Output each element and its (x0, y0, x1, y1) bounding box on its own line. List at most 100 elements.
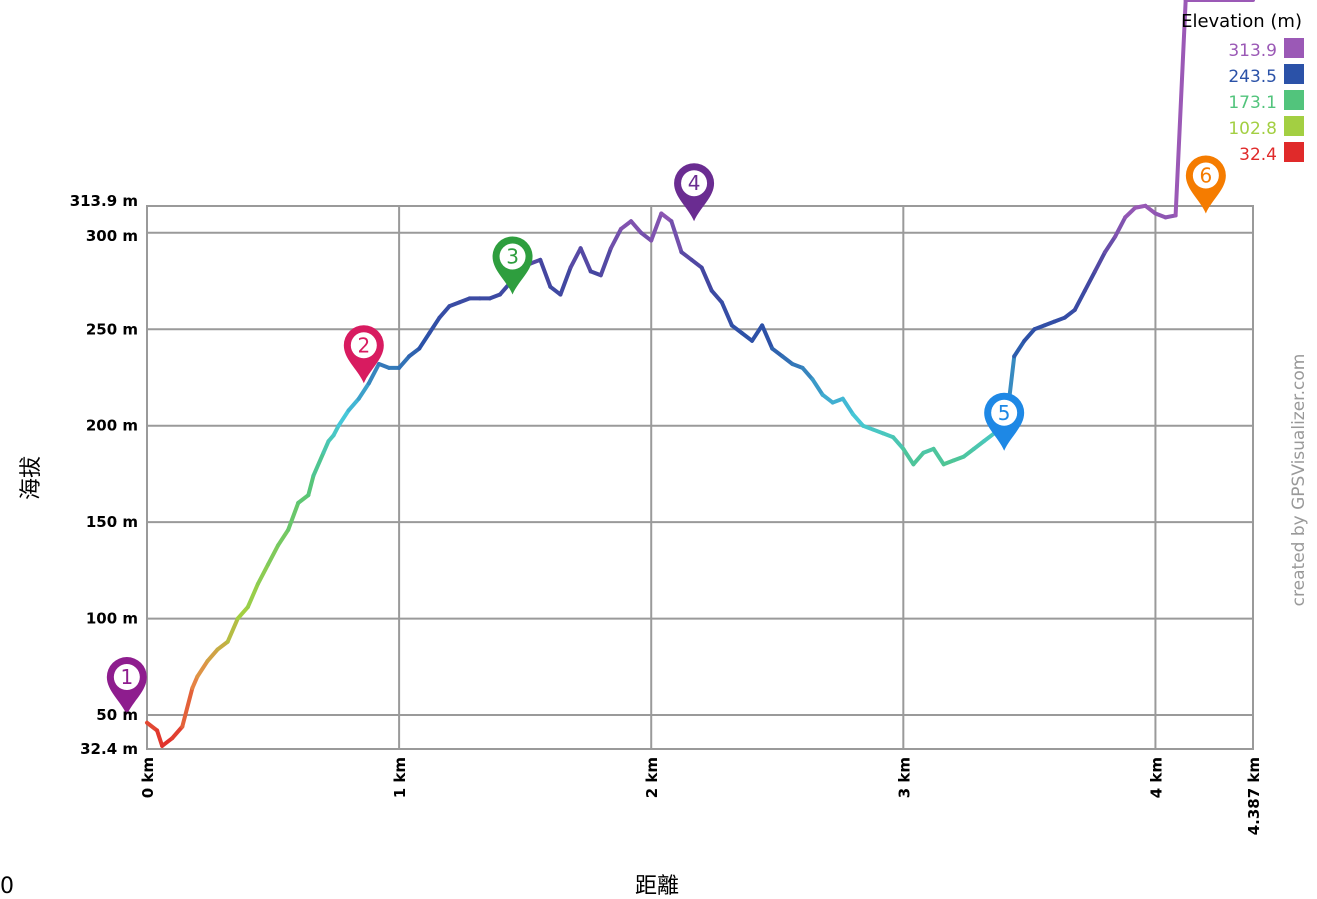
profile-segment (286, 500, 301, 532)
waypoint-marker-1: 1 (106, 657, 147, 716)
y-tick-label: 200 m (86, 417, 138, 435)
profile-segment (407, 346, 422, 359)
profile-segment (180, 686, 195, 729)
x-tick-label: 3 km (895, 757, 913, 798)
waypoint-label: 3 (506, 245, 519, 269)
profile-segment (266, 543, 281, 567)
profile-segment (931, 446, 946, 467)
profile-segment (699, 265, 714, 293)
profile-segment (427, 315, 442, 336)
profile-segment (810, 377, 825, 397)
profile-segment (961, 446, 976, 459)
profile-segment (1123, 205, 1138, 220)
profile-segment (356, 381, 371, 401)
legend-value: 173.1 (1228, 93, 1277, 113)
x-tick-label: 4 km (1147, 757, 1165, 798)
y-tick-label: 50 m (96, 706, 138, 724)
waypoint-marker-6: 6 (1185, 155, 1226, 214)
y-axis-ticks: 32.4 m 50 m 100 m 150 m 200 m 250 m 300 m 313.9… (70, 192, 138, 758)
profile-segment (145, 720, 160, 733)
pin-label-background (350, 332, 377, 359)
legend-value: 102.8 (1228, 119, 1277, 139)
grid (146, 205, 1254, 750)
profile-segment (195, 659, 210, 679)
legend-value: 313.9 (1228, 41, 1277, 61)
profile-segment (1082, 269, 1097, 293)
profile-segment (679, 250, 694, 262)
profile-segment (719, 300, 734, 328)
profile-segment (311, 450, 326, 478)
profile-segment (901, 446, 916, 467)
profile-segment (1103, 234, 1118, 255)
profile-segment (346, 396, 361, 413)
legend-swatch (1284, 142, 1304, 162)
profile-segment (1012, 338, 1027, 359)
profile-segment (1143, 203, 1158, 216)
y-tick-label: 250 m (86, 320, 138, 338)
stray-axis-label: 0 (0, 874, 14, 899)
profile-segment (538, 257, 553, 289)
legend-value: 243.5 (1228, 67, 1277, 87)
profile-segment (255, 562, 271, 586)
profile-segment (578, 246, 593, 274)
profile-segment (225, 616, 240, 644)
profile-segment (649, 211, 664, 243)
profile-segment (1092, 250, 1108, 274)
profile-segment (1007, 354, 1017, 401)
profile-segment (840, 396, 855, 417)
legend-swatch (1284, 64, 1304, 84)
y-tick-label: 313.9 m (70, 192, 138, 210)
profile-segment (568, 246, 583, 270)
y-tick-label: 150 m (86, 513, 138, 531)
profile-segment (800, 365, 815, 382)
waypoint-label: 1 (120, 665, 133, 689)
y-axis-title: 海拔 (19, 456, 44, 500)
profile-segment (276, 527, 291, 548)
profile-segment (417, 331, 432, 351)
waypoint-label: 2 (357, 333, 370, 357)
x-axis-title: 距離 (635, 874, 679, 899)
profile-segment (558, 265, 573, 297)
profile-segment (155, 728, 165, 748)
legend-swatch (1284, 38, 1304, 58)
profile-segment (750, 323, 765, 343)
profile-segment (608, 226, 623, 251)
profile-segment (911, 450, 926, 467)
elevation-profile-line (145, 0, 1255, 748)
profile-segment (170, 724, 185, 741)
x-tick-label: 0 km (139, 757, 157, 798)
profile-segment (1072, 288, 1087, 312)
profile-segment (160, 736, 175, 748)
profile-segment (1113, 215, 1128, 239)
y-tick-label: 100 m (86, 610, 138, 628)
profile-segment (1173, 0, 1188, 218)
profile-segment (366, 361, 381, 386)
x-tick-label: 2 km (643, 757, 661, 798)
profile-segment (215, 639, 230, 652)
legend-swatch (1284, 116, 1304, 136)
profile-segment (659, 211, 674, 224)
watermark: created by GPSVisualizer.com (1289, 354, 1309, 607)
waypoint-markers: 1 2 3 4 5 6 (106, 155, 1226, 716)
y-tick-label: 32.4 m (80, 740, 138, 758)
profile-segment (891, 435, 906, 451)
x-tick-label: 1 km (391, 757, 409, 798)
profile-segment (729, 323, 744, 336)
profile-segment (629, 219, 644, 235)
legend-swatch (1284, 90, 1304, 110)
profile-segment (709, 288, 724, 305)
profile-segment (598, 246, 613, 278)
profile-segment (639, 230, 654, 243)
profile-segment (971, 439, 987, 451)
pin-label-background (113, 664, 140, 691)
pin-label-background (499, 243, 526, 270)
legend-value: 32.4 (1239, 145, 1277, 165)
x-tick-label: 4.387 km (1245, 757, 1263, 835)
profile-segment (336, 408, 351, 428)
profile-segment (618, 219, 634, 231)
elevation-legend: Elevation (m) 313.9 243.5 173.1 102.8 32.4 (1181, 11, 1304, 165)
profile-segment (397, 354, 412, 370)
profile-segment (245, 581, 260, 610)
waypoint-marker-2: 2 (343, 325, 384, 384)
